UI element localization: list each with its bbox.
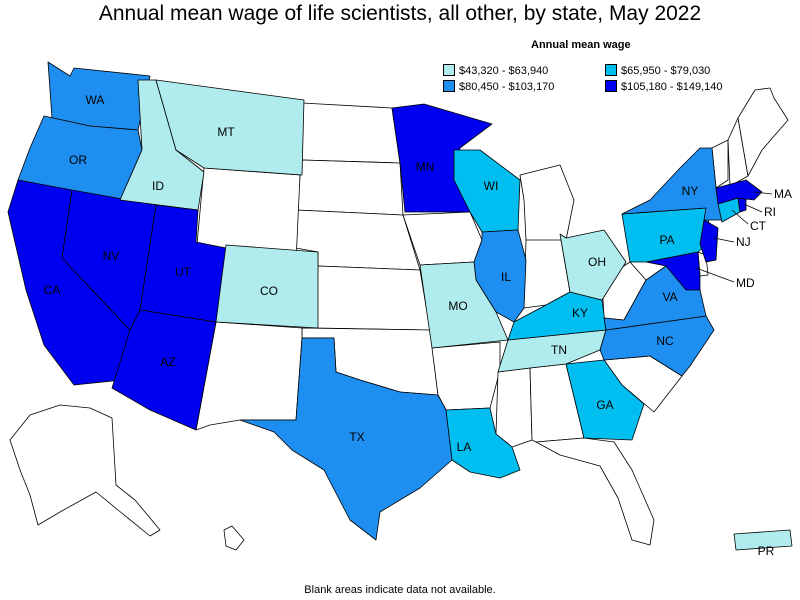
state-co xyxy=(215,244,319,329)
legend-swatch-1 xyxy=(443,64,455,76)
label-co: CO xyxy=(260,284,278,298)
label-ny: NY xyxy=(682,184,699,198)
label-tn: TN xyxy=(551,343,567,357)
state-fl xyxy=(535,437,655,546)
state-ak xyxy=(9,404,161,537)
state-ks xyxy=(315,265,431,331)
label-mo: MO xyxy=(448,299,467,313)
blank-states xyxy=(9,87,789,551)
label-oh: OH xyxy=(588,255,606,269)
label-pa: PA xyxy=(659,233,674,247)
label-ma: MA xyxy=(774,187,792,201)
legend-label-2: $65,950 - $79,030 xyxy=(621,65,711,77)
state-pr xyxy=(733,529,793,551)
legend-item-4: $105,180 - $149,140 xyxy=(605,80,723,94)
label-mn: MN xyxy=(416,160,435,174)
label-ga: GA xyxy=(596,398,613,412)
state-ar xyxy=(431,341,501,411)
label-pr: PR xyxy=(758,544,775,558)
state-me xyxy=(737,87,789,177)
legend-label-4: $105,180 - $149,140 xyxy=(621,81,723,93)
label-nv: NV xyxy=(103,249,120,263)
state-hi xyxy=(223,525,245,551)
state-oh xyxy=(559,229,627,301)
label-nj: NJ xyxy=(736,235,751,249)
state-nd xyxy=(301,102,401,164)
label-va: VA xyxy=(662,290,677,304)
label-id: ID xyxy=(152,179,164,193)
state-mt xyxy=(155,79,305,176)
label-az: AZ xyxy=(160,355,175,369)
label-md: MD xyxy=(736,276,755,290)
state-mi xyxy=(519,164,575,241)
legend-label-1: $43,320 - $63,940 xyxy=(459,65,549,77)
label-nc: NC xyxy=(656,334,674,348)
legend-swatch-2 xyxy=(605,64,617,76)
state-nj xyxy=(699,219,719,263)
legend-item-1: $43,320 - $63,940 xyxy=(443,64,548,78)
label-or: OR xyxy=(69,153,87,167)
state-ms xyxy=(495,367,533,448)
state-la xyxy=(445,407,521,479)
state-ny xyxy=(621,147,725,221)
legend-label-3: $80,450 - $103,170 xyxy=(459,81,555,93)
map-title: Annual mean wage of life scientists, all… xyxy=(98,2,702,25)
label-ct: CT xyxy=(750,219,767,233)
label-ri: RI xyxy=(764,205,776,219)
label-wa: WA xyxy=(86,93,105,107)
callout-lines xyxy=(695,191,773,283)
label-tx: TX xyxy=(349,430,364,444)
legend-swatch-4 xyxy=(605,80,617,92)
label-ut: UT xyxy=(175,265,192,279)
label-ky: KY xyxy=(572,306,588,320)
label-la: LA xyxy=(457,440,472,454)
state-mo xyxy=(419,261,509,349)
legend-swatch-3 xyxy=(443,80,455,92)
state-tx xyxy=(239,337,453,541)
legend-item-3: $80,450 - $103,170 xyxy=(443,80,554,94)
state-sd xyxy=(295,159,404,216)
label-mt: MT xyxy=(217,125,235,139)
label-wi: WI xyxy=(484,179,499,193)
legend-title: Annual mean wage xyxy=(531,39,631,51)
legend-item-2: $65,950 - $79,030 xyxy=(605,64,710,78)
label-il: IL xyxy=(501,270,511,284)
state-il xyxy=(473,229,527,323)
label-ca: CA xyxy=(44,283,61,297)
state-ma xyxy=(715,179,763,205)
footnote: Blank areas indicate data not available. xyxy=(304,584,496,596)
